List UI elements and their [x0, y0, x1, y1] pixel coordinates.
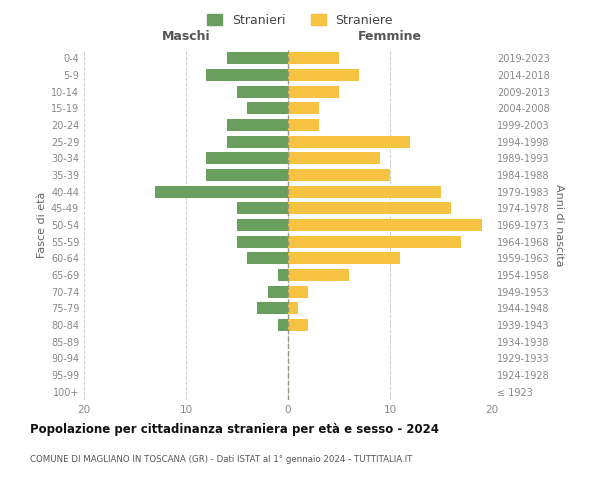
Bar	[257, 302, 288, 314]
Y-axis label: Fasce di età: Fasce di età	[37, 192, 47, 258]
Bar	[237, 236, 288, 248]
Bar	[227, 136, 288, 147]
Bar	[227, 119, 288, 131]
Bar	[288, 219, 482, 231]
Bar	[227, 52, 288, 64]
Bar	[278, 269, 288, 281]
Text: Femmine: Femmine	[358, 30, 422, 43]
Bar	[288, 252, 400, 264]
Text: Maschi: Maschi	[161, 30, 211, 43]
Bar	[206, 169, 288, 181]
Text: Popolazione per cittadinanza straniera per età e sesso - 2024: Popolazione per cittadinanza straniera p…	[30, 422, 439, 436]
Bar	[237, 219, 288, 231]
Bar	[206, 69, 288, 81]
Bar	[288, 136, 410, 147]
Bar	[206, 152, 288, 164]
Bar	[247, 102, 288, 115]
Legend: Stranieri, Straniere: Stranieri, Straniere	[202, 8, 398, 32]
Bar	[288, 236, 461, 248]
Bar	[288, 152, 380, 164]
Bar	[288, 319, 308, 331]
Bar	[288, 302, 298, 314]
Bar	[237, 86, 288, 98]
Y-axis label: Anni di nascita: Anni di nascita	[554, 184, 563, 266]
Bar	[288, 86, 339, 98]
Text: COMUNE DI MAGLIANO IN TOSCANA (GR) - Dati ISTAT al 1° gennaio 2024 - TUTTITALIA.: COMUNE DI MAGLIANO IN TOSCANA (GR) - Dat…	[30, 455, 412, 464]
Bar	[288, 119, 319, 131]
Bar	[247, 252, 288, 264]
Bar	[237, 202, 288, 214]
Bar	[288, 202, 451, 214]
Bar	[288, 286, 308, 298]
Bar	[288, 269, 349, 281]
Bar	[278, 319, 288, 331]
Bar	[288, 52, 339, 64]
Bar	[288, 186, 441, 198]
Bar	[288, 69, 359, 81]
Bar	[268, 286, 288, 298]
Bar	[288, 102, 319, 115]
Bar	[155, 186, 288, 198]
Bar	[288, 169, 390, 181]
